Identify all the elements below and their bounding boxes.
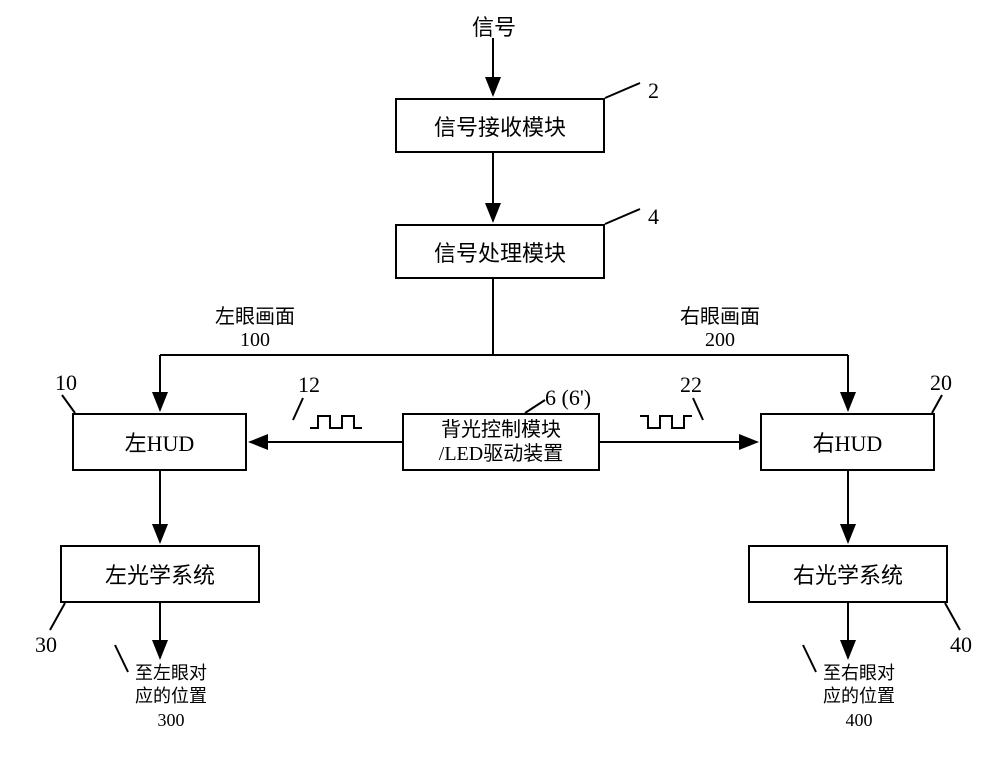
- left-pulse-num: 12: [298, 372, 320, 398]
- right-hud-box: 右HUD: [760, 413, 935, 471]
- left-hud-num: 10: [55, 370, 77, 396]
- right-pulse-num: 22: [680, 372, 702, 398]
- right-output-label: 至右眼对 应的位置 400: [823, 662, 895, 732]
- right-optical-label: 右光学系统: [793, 558, 903, 590]
- signal-process-label: 信号处理模块: [434, 236, 566, 268]
- backlight-box: 背光控制模块 /LED驱动装置: [402, 413, 600, 471]
- signal-receive-box: 信号接收模块: [395, 98, 605, 153]
- left-hud-box: 左HUD: [72, 413, 247, 471]
- left-output-label: 至左眼对 应的位置 300: [135, 662, 207, 732]
- right-optical-num: 40: [950, 632, 972, 658]
- signal-receive-label: 信号接收模块: [434, 110, 566, 142]
- left-hud-label: 左HUD: [125, 426, 195, 458]
- left-optical-label: 左光学系统: [105, 558, 215, 590]
- right-hud-num: 20: [930, 370, 952, 396]
- left-frame-label: 左眼画面 100: [215, 300, 295, 352]
- backlight-label1: 背光控制模块: [439, 418, 563, 442]
- backlight-num: 6 (6'): [545, 385, 591, 411]
- right-optical-box: 右光学系统: [748, 545, 948, 603]
- backlight-label2: /LED驱动装置: [439, 442, 563, 466]
- signal-process-num: 4: [648, 204, 659, 230]
- signal-process-box: 信号处理模块: [395, 224, 605, 279]
- right-hud-label: 右HUD: [813, 426, 883, 458]
- right-frame-label: 右眼画面 200: [680, 300, 760, 352]
- left-optical-box: 左光学系统: [60, 545, 260, 603]
- signal-receive-num: 2: [648, 78, 659, 104]
- input-signal-label: 信号: [472, 10, 516, 42]
- left-optical-num: 30: [35, 632, 57, 658]
